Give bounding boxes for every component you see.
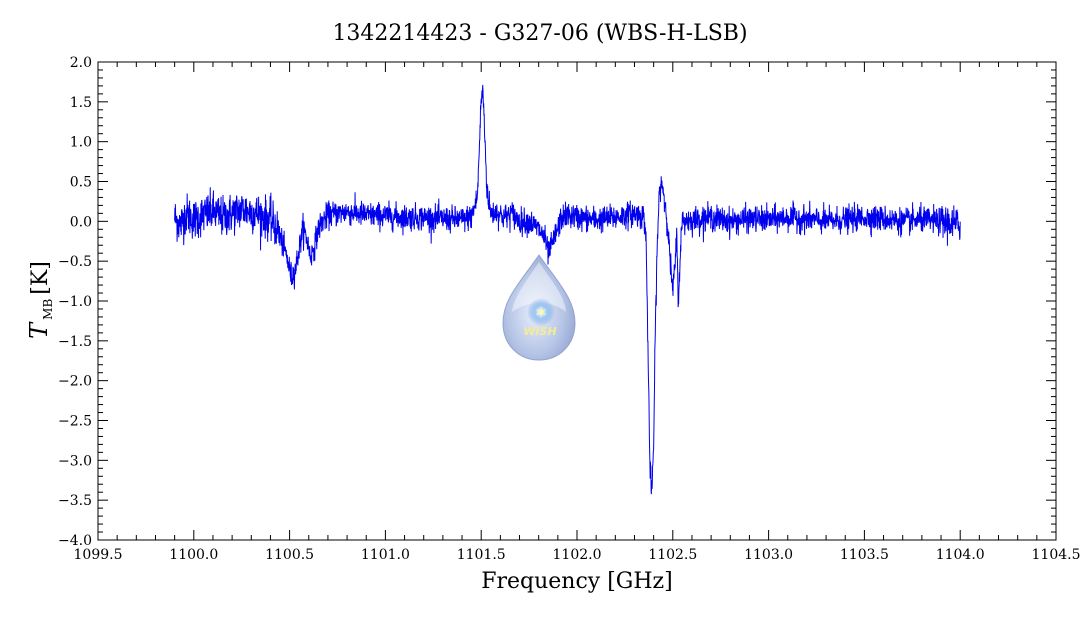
y-tick-label: −2.0 <box>58 374 92 390</box>
y-tick-label: 2.0 <box>70 55 92 71</box>
y-tick-label: 1.0 <box>70 135 92 151</box>
y-tick-label: −2.5 <box>58 414 92 430</box>
x-tick-label: 1101.0 <box>361 547 410 563</box>
y-axis-label: TMB [K] <box>25 261 55 339</box>
y-tick-label: −1.0 <box>58 294 92 310</box>
y-axis-symbol: T <box>25 321 53 339</box>
y-tick-label: −1.5 <box>58 334 92 350</box>
y-tick-label: −3.0 <box>58 453 92 469</box>
x-axis-label: Frequency [GHz] <box>481 569 673 594</box>
axis-ticks <box>97 61 1057 541</box>
wish-star-icon: ✶ <box>534 303 547 322</box>
x-tick-label: 1100.0 <box>169 547 218 563</box>
plot-frame <box>97 61 1057 541</box>
spectrum-line <box>174 84 961 495</box>
x-tick-label: 1104.0 <box>936 547 985 563</box>
x-tick-labels: 1099.5 1100.0 1100.5 1101.0 1101.5 1102.0 1102… <box>74 547 1080 563</box>
wish-logo: ✶ WISH <box>502 254 576 361</box>
y-tick-label: 0.0 <box>70 214 92 230</box>
y-tick-labels: 2.0 1.5 1.0 0.5 0.0 −0.5 −1.0 −1.5 −2.0 −2.5 −3.0 −… <box>58 55 92 549</box>
chart-title: 1342214423 - G327-06 (WBS-H-LSB) <box>332 21 747 46</box>
x-tick-label: 1103.5 <box>840 547 889 563</box>
y-axis-subscript: MB <box>41 299 55 320</box>
x-tick-label: 1101.5 <box>457 547 506 563</box>
x-tick-label: 1102.0 <box>553 547 602 563</box>
y-tick-label: −3.5 <box>58 493 92 509</box>
y-tick-label: −4.0 <box>58 533 92 549</box>
wish-drop-highlight <box>512 262 566 312</box>
y-tick-label: −0.5 <box>58 254 92 270</box>
wish-logo-text: WISH <box>523 325 556 338</box>
y-tick-label: 0.5 <box>70 175 92 191</box>
x-tick-label: 1104.5 <box>1032 547 1080 563</box>
x-tick-label: 1103.0 <box>744 547 793 563</box>
x-tick-label: 1100.5 <box>265 547 314 563</box>
x-tick-label: 1102.5 <box>648 547 697 563</box>
y-tick-label: 1.5 <box>70 95 92 111</box>
y-axis-unit: [K] <box>28 261 53 295</box>
wish-star-glow <box>527 298 555 326</box>
x-tick-label: 1099.5 <box>74 547 123 563</box>
